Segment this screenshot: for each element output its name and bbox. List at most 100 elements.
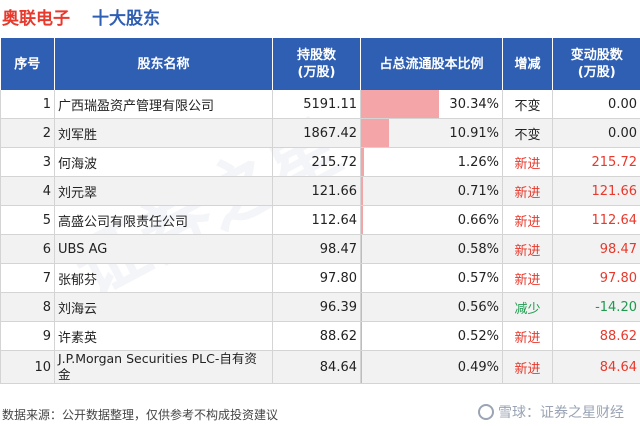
delta-shares-cell: 0.00 xyxy=(552,118,640,148)
column-header-shares-title: 持股数 xyxy=(296,48,336,63)
change-status-cell: 新进 xyxy=(502,234,553,264)
table-row: 8 刘海云 96.39 0.56% 减少 -14.20 xyxy=(0,292,640,322)
column-header-ratio: 占总流通股本比例 xyxy=(360,38,503,90)
ratio-value: 0.71% xyxy=(457,183,499,199)
column-header-shares: 持股数 (万股) xyxy=(272,38,361,90)
change-status-cell: 新进 xyxy=(502,350,553,384)
rank-cell: 7 xyxy=(0,263,55,293)
ratio-value: 10.91% xyxy=(449,125,499,141)
shares-cell: 121.66 xyxy=(272,176,361,206)
rank-cell: 3 xyxy=(0,147,55,177)
snowball-logo-icon xyxy=(478,404,494,420)
delta-shares-cell: 112.64 xyxy=(552,205,640,235)
rank-cell: 6 xyxy=(0,234,55,264)
delta-shares-cell: -14.20 xyxy=(552,292,640,322)
holder-name-cell: 刘元翠 xyxy=(54,176,273,206)
shares-cell: 112.64 xyxy=(272,205,361,235)
ratio-cell: 0.56% xyxy=(360,292,503,322)
delta-shares-cell: 98.47 xyxy=(552,234,640,264)
title-bar: 奥联电子 十大股东 xyxy=(0,0,640,32)
shares-cell: 97.80 xyxy=(272,263,361,293)
column-header-delta-unit: (万股) xyxy=(577,65,616,80)
ratio-value: 1.26% xyxy=(457,154,499,170)
rank-cell: 4 xyxy=(0,176,55,206)
delta-shares-cell: 88.62 xyxy=(552,321,640,351)
ratio-cell: 0.58% xyxy=(360,234,503,264)
change-status-cell: 新进 xyxy=(502,263,553,293)
shares-cell: 96.39 xyxy=(272,292,361,322)
shares-cell: 215.72 xyxy=(272,147,361,177)
ratio-bar xyxy=(361,235,363,263)
shares-cell: 1867.42 xyxy=(272,118,361,148)
ratio-bar xyxy=(361,264,363,292)
shares-cell: 5191.11 xyxy=(272,90,361,119)
ratio-cell: 0.71% xyxy=(360,176,503,206)
ratio-cell: 30.34% xyxy=(360,90,503,119)
ratio-bar xyxy=(361,119,390,147)
rank-cell: 2 xyxy=(0,118,55,148)
ratio-value: 0.57% xyxy=(457,270,499,286)
rank-cell: 5 xyxy=(0,205,55,235)
table-row: 9 许素英 88.62 0.52% 新进 88.62 xyxy=(0,321,640,351)
change-status-cell: 新进 xyxy=(502,176,553,206)
holder-name-cell: UBS AG xyxy=(54,234,273,264)
data-source-note: 数据来源：公开数据整理，仅供参考不构成投资建议 xyxy=(2,408,279,422)
ratio-value: 0.58% xyxy=(457,241,499,257)
shares-cell: 88.62 xyxy=(272,321,361,351)
holder-name-cell: 刘海云 xyxy=(54,292,273,322)
table-row: 10 J.P.Morgan Securities PLC-自有资金 84.64 0.4… xyxy=(0,350,640,384)
rank-cell: 10 xyxy=(0,350,55,384)
table-row: 1 广西瑞盈资产管理有限公司 5191.11 30.34% 不变 0.00 xyxy=(0,90,640,119)
change-status-cell: 新进 xyxy=(502,321,553,351)
shares-cell: 98.47 xyxy=(272,234,361,264)
shares-cell: 84.64 xyxy=(272,350,361,384)
section-title: 十大股东 xyxy=(92,9,160,29)
shareholders-table: 序号 股东名称 持股数 (万股) 占总流通股本比例 增减 变动股数 (万股) 1… xyxy=(0,38,640,384)
table-row: 5 高盛公司有限责任公司 112.64 0.66% 新进 112.64 xyxy=(0,205,640,235)
ratio-bar xyxy=(361,293,363,321)
delta-shares-cell: 0.00 xyxy=(552,90,640,119)
ratio-bar xyxy=(361,351,363,383)
table-row: 6 UBS AG 98.47 0.58% 新进 98.47 xyxy=(0,234,640,264)
ratio-cell: 1.26% xyxy=(360,147,503,177)
holder-name-cell: J.P.Morgan Securities PLC-自有资金 xyxy=(54,350,273,384)
brand-text: 雪球：证券之星财经 xyxy=(498,405,624,421)
table-header-row: 序号 股东名称 持股数 (万股) 占总流通股本比例 增减 变动股数 (万股) xyxy=(0,38,640,90)
delta-shares-cell: 97.80 xyxy=(552,263,640,293)
holder-name-cell: 何海波 xyxy=(54,147,273,177)
rank-cell: 8 xyxy=(0,292,55,322)
ratio-cell: 0.57% xyxy=(360,263,503,293)
column-header-delta-title: 变动股数 xyxy=(570,48,623,63)
change-status-cell: 新进 xyxy=(502,205,553,235)
holder-name-cell: 张郁芬 xyxy=(54,263,273,293)
column-header-rank: 序号 xyxy=(0,38,55,90)
delta-shares-cell: 84.64 xyxy=(552,350,640,384)
company-title: 奥联电子 xyxy=(2,9,70,29)
rank-cell: 9 xyxy=(0,321,55,351)
ratio-bar xyxy=(361,322,363,350)
column-header-change: 增减 xyxy=(502,38,553,90)
table-row: 7 张郁芬 97.80 0.57% 新进 97.80 xyxy=(0,263,640,293)
ratio-bar xyxy=(361,148,365,176)
delta-shares-cell: 215.72 xyxy=(552,147,640,177)
change-status-cell: 不变 xyxy=(502,90,553,119)
delta-shares-cell: 121.66 xyxy=(552,176,640,206)
holder-name-cell: 许素英 xyxy=(54,321,273,351)
ratio-value: 0.56% xyxy=(457,299,499,315)
ratio-cell: 0.52% xyxy=(360,321,503,351)
ratio-cell: 0.66% xyxy=(360,205,503,235)
ratio-bar xyxy=(361,90,439,118)
ratio-value: 0.66% xyxy=(457,212,499,228)
table-row: 3 何海波 215.72 1.26% 新进 215.72 xyxy=(0,147,640,177)
ratio-cell: 0.49% xyxy=(360,350,503,384)
brand-watermark: 雪球：证券之星财经 xyxy=(478,402,624,422)
column-header-name: 股东名称 xyxy=(54,38,273,90)
change-status-cell: 减少 xyxy=(502,292,553,322)
column-header-shares-unit: (万股) xyxy=(297,65,336,80)
ratio-value: 30.34% xyxy=(449,96,499,112)
table-row: 4 刘元翠 121.66 0.71% 新进 121.66 xyxy=(0,176,640,206)
change-status-cell: 新进 xyxy=(502,147,553,177)
ratio-bar xyxy=(361,206,363,234)
holder-name-cell: 广西瑞盈资产管理有限公司 xyxy=(54,90,273,119)
change-status-cell: 不变 xyxy=(502,118,553,148)
